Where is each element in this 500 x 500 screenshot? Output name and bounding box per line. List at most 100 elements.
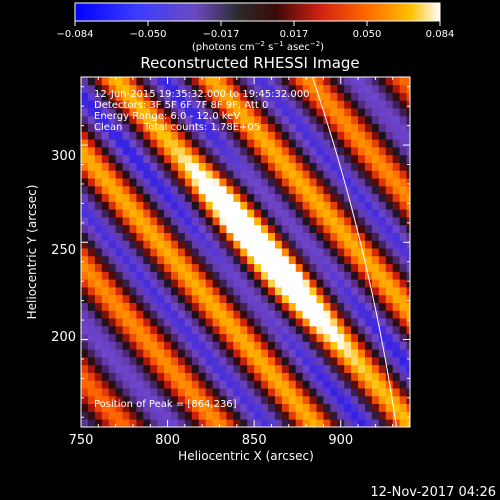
heatmap-cell — [177, 147, 186, 156]
heatmap-cell — [157, 380, 165, 389]
heatmap-cell — [115, 271, 123, 280]
heatmap-cell — [378, 131, 387, 140]
heatmap-cell — [143, 302, 151, 311]
heatmap-cell — [406, 287, 410, 296]
heatmap-cell — [392, 201, 401, 210]
heatmap-cell — [240, 302, 248, 311]
heatmap-cell — [136, 325, 144, 335]
heatmap-cell — [171, 388, 179, 397]
heatmap-cell — [129, 411, 137, 420]
heatmap-cell — [122, 380, 130, 389]
heatmap-cell — [274, 100, 283, 109]
heatmap-cell — [316, 170, 324, 179]
heatmap-cell — [226, 279, 234, 288]
heatmap-cell — [150, 123, 158, 132]
heatmap-cell — [323, 279, 331, 288]
heatmap-cell — [268, 232, 276, 241]
heatmap-cell — [177, 123, 186, 132]
heatmap-cell — [94, 123, 103, 132]
heatmap-cell — [164, 271, 172, 280]
heatmap-cell — [254, 403, 262, 412]
heatmap-cell — [171, 108, 179, 117]
heatmap-cell — [108, 217, 117, 226]
heatmap-cell — [358, 263, 366, 272]
heatmap-cell — [385, 123, 394, 132]
heatmap-cell — [81, 255, 89, 265]
heatmap-cell — [219, 84, 227, 93]
heatmap-cell — [157, 364, 165, 373]
heatmap-cell — [323, 263, 331, 272]
heatmap-cell — [344, 341, 352, 350]
heatmap-cell — [358, 255, 366, 265]
heatmap-cell — [323, 108, 331, 117]
heatmap-cell — [302, 341, 310, 350]
heatmap-cell — [323, 333, 331, 342]
heatmap-cell — [337, 100, 345, 109]
heatmap-cell — [358, 201, 366, 210]
annotation-peak: Position of Peak = [864,236] — [94, 399, 237, 410]
heatmap-cell — [399, 224, 407, 233]
heatmap-cell — [247, 411, 255, 420]
heatmap-cell — [274, 154, 283, 163]
heatmap-cell — [302, 294, 310, 303]
heatmap-cell — [233, 185, 241, 195]
heatmap-cell — [198, 255, 207, 265]
heatmap-cell — [406, 419, 410, 427]
heatmap-cell — [191, 302, 200, 311]
heatmap-cell — [198, 263, 207, 272]
heatmap-cell — [191, 255, 200, 265]
heatmap-cell — [309, 139, 317, 148]
heatmap-cell — [364, 287, 373, 296]
heatmap-cell — [94, 240, 103, 249]
heatmap-cell — [212, 271, 220, 280]
heatmap-cell — [129, 302, 137, 311]
heatmap-cell — [281, 364, 290, 373]
heatmap-cell — [295, 349, 304, 358]
heatmap-cell — [108, 395, 117, 405]
heatmap-cell — [101, 380, 110, 389]
heatmap-cell — [136, 349, 144, 358]
heatmap-cell — [108, 232, 117, 241]
heatmap-cell — [288, 395, 297, 405]
heatmap-cell — [385, 263, 394, 272]
heatmap-cell — [94, 248, 103, 257]
heatmap-cell — [108, 224, 117, 233]
heatmap-cell — [115, 193, 123, 202]
heatmap-cell — [191, 232, 200, 241]
heatmap-cell — [254, 395, 262, 405]
heatmap-cell — [191, 224, 200, 233]
heatmap-cell — [247, 123, 255, 132]
heatmap-cell — [184, 240, 193, 249]
heatmap-cell — [344, 419, 352, 427]
heatmap-cell — [302, 318, 310, 327]
heatmap-cell — [143, 224, 151, 233]
heatmap-cell — [351, 333, 359, 342]
heatmap-cell — [295, 403, 304, 412]
heatmap-cell — [198, 131, 207, 140]
heatmap-cell — [226, 248, 234, 257]
heatmap-cell — [240, 395, 248, 405]
heatmap-cell — [261, 193, 269, 202]
heatmap-cell — [399, 77, 407, 86]
heatmap-cell — [157, 310, 165, 319]
heatmap-cell — [205, 240, 213, 249]
heatmap-cell — [274, 255, 283, 265]
heatmap-cell — [351, 388, 359, 397]
heatmap-cell — [323, 185, 331, 195]
heatmap-cell — [254, 380, 262, 389]
heatmap-cell — [316, 84, 324, 93]
heatmap-cell — [247, 318, 255, 327]
heatmap-cell — [371, 185, 380, 195]
heatmap-cell — [247, 209, 255, 218]
heatmap-cell — [261, 255, 269, 265]
heatmap-cell — [274, 279, 283, 288]
heatmap-cell — [330, 279, 338, 288]
heatmap-cell — [295, 217, 304, 226]
heatmap-cell — [115, 310, 123, 319]
heatmap-cell — [406, 123, 410, 132]
heatmap-cell — [115, 100, 123, 109]
heatmap-cell — [351, 139, 359, 148]
heatmap-cell — [101, 170, 110, 179]
heatmap-cell — [198, 154, 207, 163]
heatmap-cell — [136, 240, 144, 249]
